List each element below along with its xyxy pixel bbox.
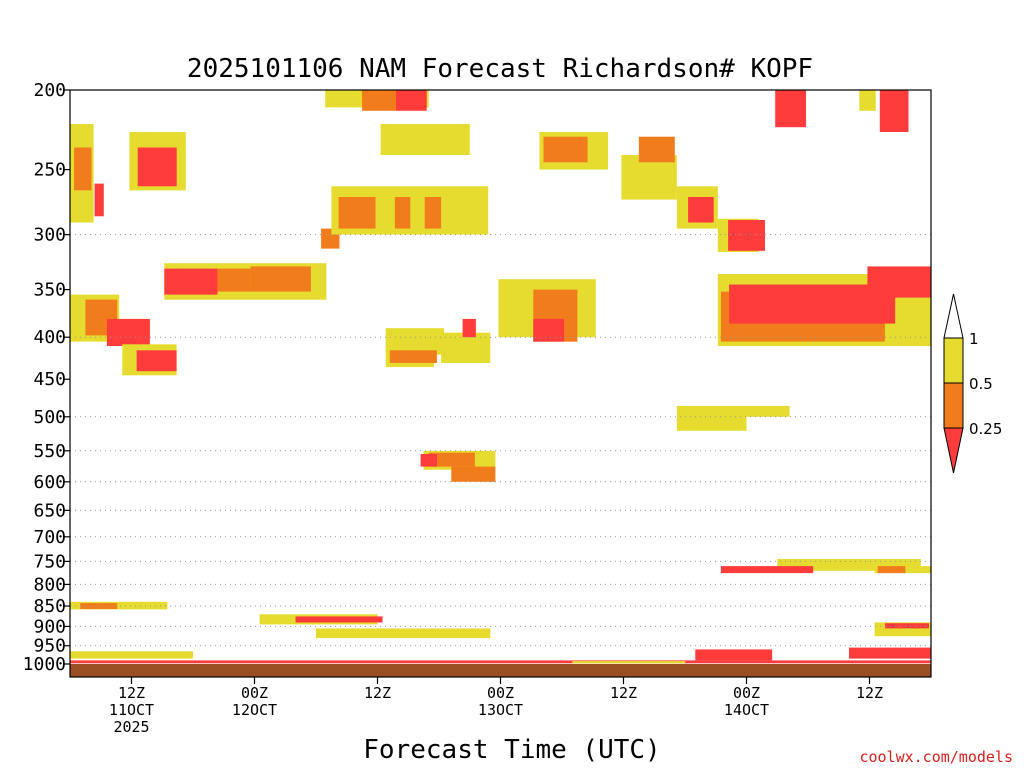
x-tick-label: 11OCT bbox=[109, 701, 154, 719]
richardson-cell bbox=[572, 661, 686, 664]
richardson-cell bbox=[676, 405, 747, 431]
colorbar-label: 1 bbox=[969, 330, 979, 348]
plot-frame bbox=[69, 89, 932, 678]
y-tick-label: 550 bbox=[33, 441, 66, 462]
credit-link[interactable]: coolwx.com/models bbox=[859, 748, 1013, 766]
richardson-cell bbox=[316, 628, 491, 639]
x-tick-label: 12Z bbox=[364, 684, 391, 702]
richardson-cell bbox=[884, 623, 929, 629]
richardson-cell bbox=[70, 651, 193, 659]
richardson-cell bbox=[362, 90, 396, 111]
y-tick-label: 850 bbox=[33, 596, 66, 617]
y-tick-label: 700 bbox=[33, 527, 66, 548]
richardson-cell bbox=[94, 183, 104, 217]
richardson-cell bbox=[380, 124, 470, 155]
colorbar-orange-bin bbox=[943, 382, 964, 429]
richardson-cell bbox=[543, 136, 588, 163]
colorbar: 1 0.5 0.25 bbox=[943, 293, 1002, 474]
heatmap-cells bbox=[70, 90, 931, 677]
x-tick-label: 00Z bbox=[733, 684, 760, 702]
colorbar-label: 0.5 bbox=[969, 375, 993, 393]
y-tick-label: 1000 bbox=[23, 654, 66, 675]
richardson-cell bbox=[638, 136, 675, 163]
x-axis-label: Forecast Time (UTC) bbox=[363, 735, 660, 765]
richardson-cell bbox=[137, 147, 177, 187]
richardson-cell bbox=[746, 405, 790, 417]
richardson-cell bbox=[164, 268, 218, 295]
x-tick-label: 00Z bbox=[241, 684, 268, 702]
x-tick-label: 14OCT bbox=[724, 701, 769, 719]
y-tick-label: 200 bbox=[33, 80, 66, 101]
richardson-cell bbox=[428, 452, 475, 467]
richardson-cell bbox=[451, 466, 496, 482]
y-tick-label: 600 bbox=[33, 472, 66, 493]
richardson-cell bbox=[688, 197, 714, 223]
richardson-cell bbox=[621, 155, 677, 200]
y-tick-label: 300 bbox=[33, 225, 66, 246]
richardson-cell bbox=[695, 649, 773, 661]
richardson-cell bbox=[879, 90, 909, 132]
richardson-cell bbox=[849, 647, 931, 659]
x-tick-label: 2025 bbox=[113, 718, 149, 736]
x-tick-label: 00Z bbox=[487, 684, 514, 702]
richardson-cell bbox=[420, 454, 437, 467]
richardson-cell bbox=[777, 559, 921, 571]
ground-band bbox=[70, 664, 931, 677]
x-tick-label: 12Z bbox=[856, 684, 883, 702]
y-tick-label: 900 bbox=[33, 616, 66, 637]
richardson-cell bbox=[217, 268, 251, 292]
richardson-cell bbox=[338, 197, 376, 229]
colorbar-label: 0.25 bbox=[969, 420, 1002, 438]
y-tick-label: 750 bbox=[33, 551, 66, 572]
richardson-cell bbox=[80, 603, 118, 609]
richardson-cell bbox=[74, 147, 92, 191]
richardson-cell bbox=[441, 332, 491, 363]
richardson-cell bbox=[389, 350, 437, 363]
richardson-cell bbox=[775, 90, 806, 128]
richardson-cell bbox=[867, 266, 931, 298]
richardson-cell bbox=[462, 318, 476, 338]
richardson-cell bbox=[424, 197, 442, 229]
chart-title: 2025101106 NAM Forecast Richardson# KOPF bbox=[187, 54, 813, 84]
richardson-cell bbox=[70, 601, 168, 610]
richardson-cell bbox=[728, 220, 765, 251]
colorbar-yellow-bin bbox=[943, 337, 964, 384]
x-tick-label: 12OCT bbox=[232, 701, 277, 719]
richardson-cell bbox=[859, 90, 876, 111]
y-tick-label: 400 bbox=[33, 327, 66, 348]
gridlines bbox=[70, 234, 931, 647]
y-tick-label: 800 bbox=[33, 574, 66, 595]
x-tick-label: 13OCT bbox=[478, 701, 523, 719]
richardson-cell bbox=[395, 90, 427, 111]
richardson-cell bbox=[136, 350, 177, 372]
y-tick-label: 450 bbox=[33, 369, 66, 390]
y-tick-label: 950 bbox=[33, 636, 66, 657]
x-tick-label: 12Z bbox=[610, 684, 637, 702]
richardson-cell bbox=[70, 660, 931, 664]
colorbar-upper-triangle bbox=[943, 293, 964, 339]
richardson-cell bbox=[295, 616, 383, 623]
y-tick-label: 350 bbox=[33, 280, 66, 301]
colorbar-lower-triangle bbox=[943, 427, 964, 474]
y-axis: 200 250 300 350 400 450 500 550 600 650 700 7508008… bbox=[23, 80, 70, 675]
y-tick-label: 500 bbox=[33, 407, 66, 428]
richardson-cell bbox=[720, 566, 814, 574]
richardson-cell bbox=[385, 328, 445, 355]
y-tick-label: 250 bbox=[33, 160, 66, 181]
richardson-cell bbox=[250, 266, 311, 292]
richardson-cell bbox=[877, 566, 906, 574]
richardson-cell bbox=[533, 318, 565, 342]
x-tick-label: 12Z bbox=[118, 684, 145, 702]
richardson-cell bbox=[394, 197, 411, 229]
richardson-cell bbox=[106, 318, 150, 346]
y-tick-label: 650 bbox=[33, 500, 66, 521]
